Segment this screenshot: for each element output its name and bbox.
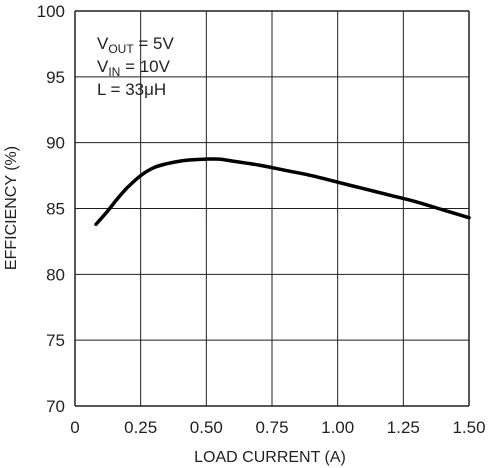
y-tick-label: 80 [46, 265, 65, 284]
x-tick-label: 0.75 [255, 418, 288, 437]
grid-lines [74, 10, 470, 407]
annotation-line: VOUT = 5V [97, 34, 175, 56]
x-tick-label: 1.50 [452, 418, 485, 437]
y-axis-label: EFFICIENCY (%) [3, 146, 20, 270]
annotation-line: VIN = 10V [97, 57, 171, 79]
y-tick-labels: 70 75 80 85 90 95 100 [37, 2, 65, 416]
x-axis-label: LOAD CURRENT (A) [194, 449, 346, 466]
x-tick-label: 1.00 [321, 418, 354, 437]
x-tick-labels: 0 0.25 0.50 0.75 1.00 1.25 1.50 [70, 418, 485, 437]
x-tick-label: 0 [70, 418, 79, 437]
annotation-line: L = 33μH [97, 80, 166, 99]
efficiency-curve [94, 157, 471, 227]
x-tick-label: 0.25 [124, 418, 157, 437]
x-tick-label: 1.25 [387, 418, 420, 437]
y-tick-label: 85 [46, 200, 65, 219]
y-tick-label: 100 [37, 2, 65, 21]
y-tick-label: 70 [46, 397, 65, 416]
y-tick-label: 90 [46, 134, 65, 153]
y-tick-label: 75 [46, 331, 65, 350]
x-tick-label: 0.50 [190, 418, 223, 437]
y-tick-label: 95 [46, 68, 65, 87]
